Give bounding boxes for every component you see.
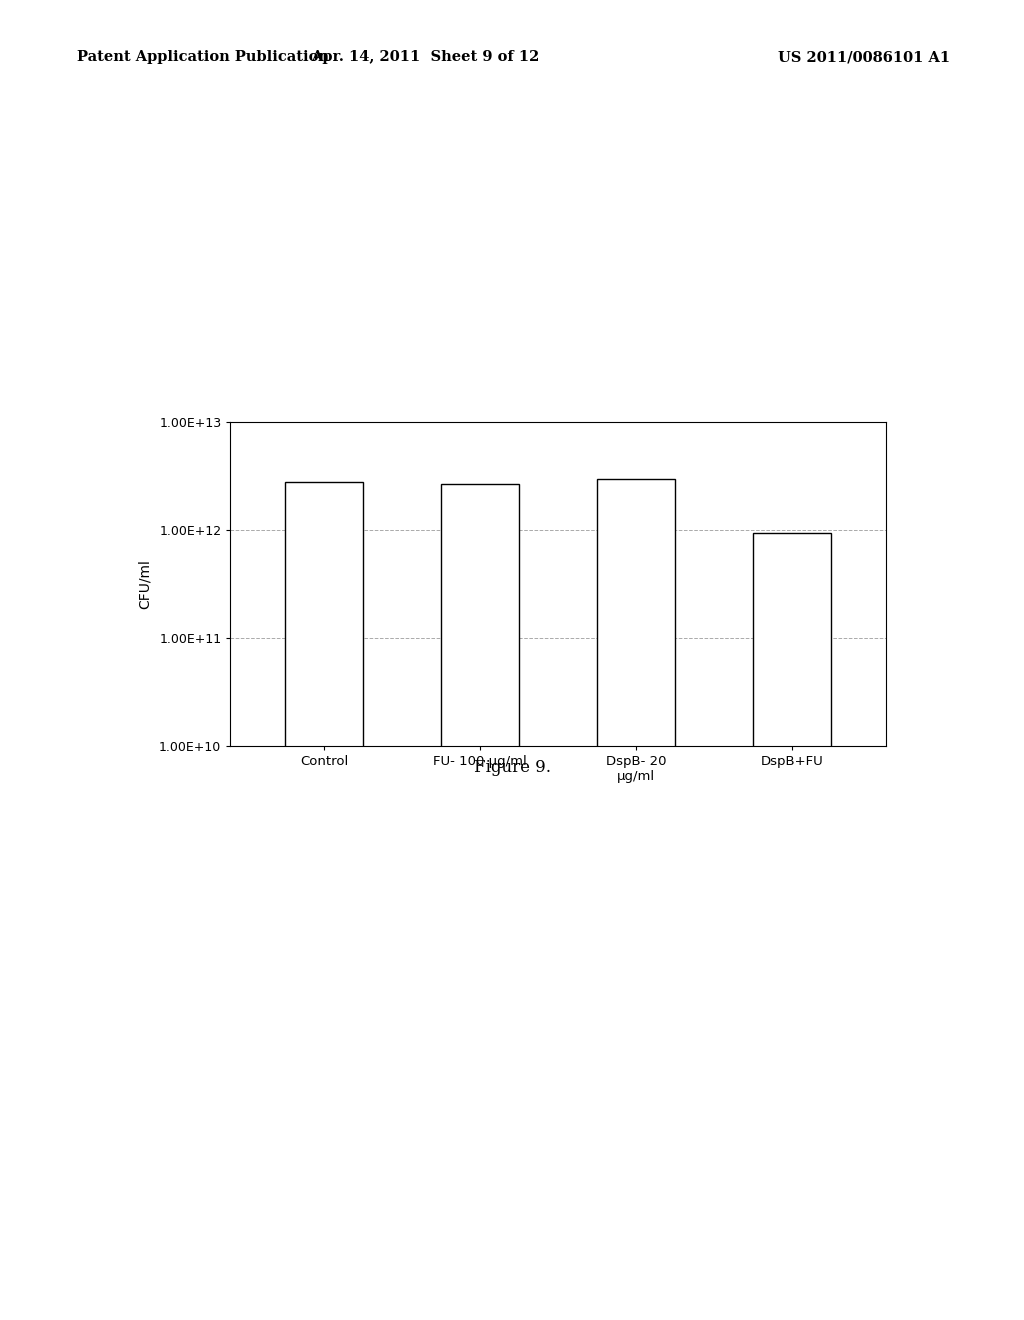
Bar (597, 479, 675, 1320)
Y-axis label: CFU/ml: CFU/ml (138, 560, 153, 609)
Text: Patent Application Publication: Patent Application Publication (77, 50, 329, 65)
Text: US 2011/0086101 A1: US 2011/0086101 A1 (778, 50, 950, 65)
Bar (285, 482, 364, 1320)
Text: Figure 9.: Figure 9. (473, 759, 551, 776)
Bar (753, 532, 831, 1320)
Bar (441, 483, 519, 1320)
Text: Apr. 14, 2011  Sheet 9 of 12: Apr. 14, 2011 Sheet 9 of 12 (310, 50, 540, 65)
